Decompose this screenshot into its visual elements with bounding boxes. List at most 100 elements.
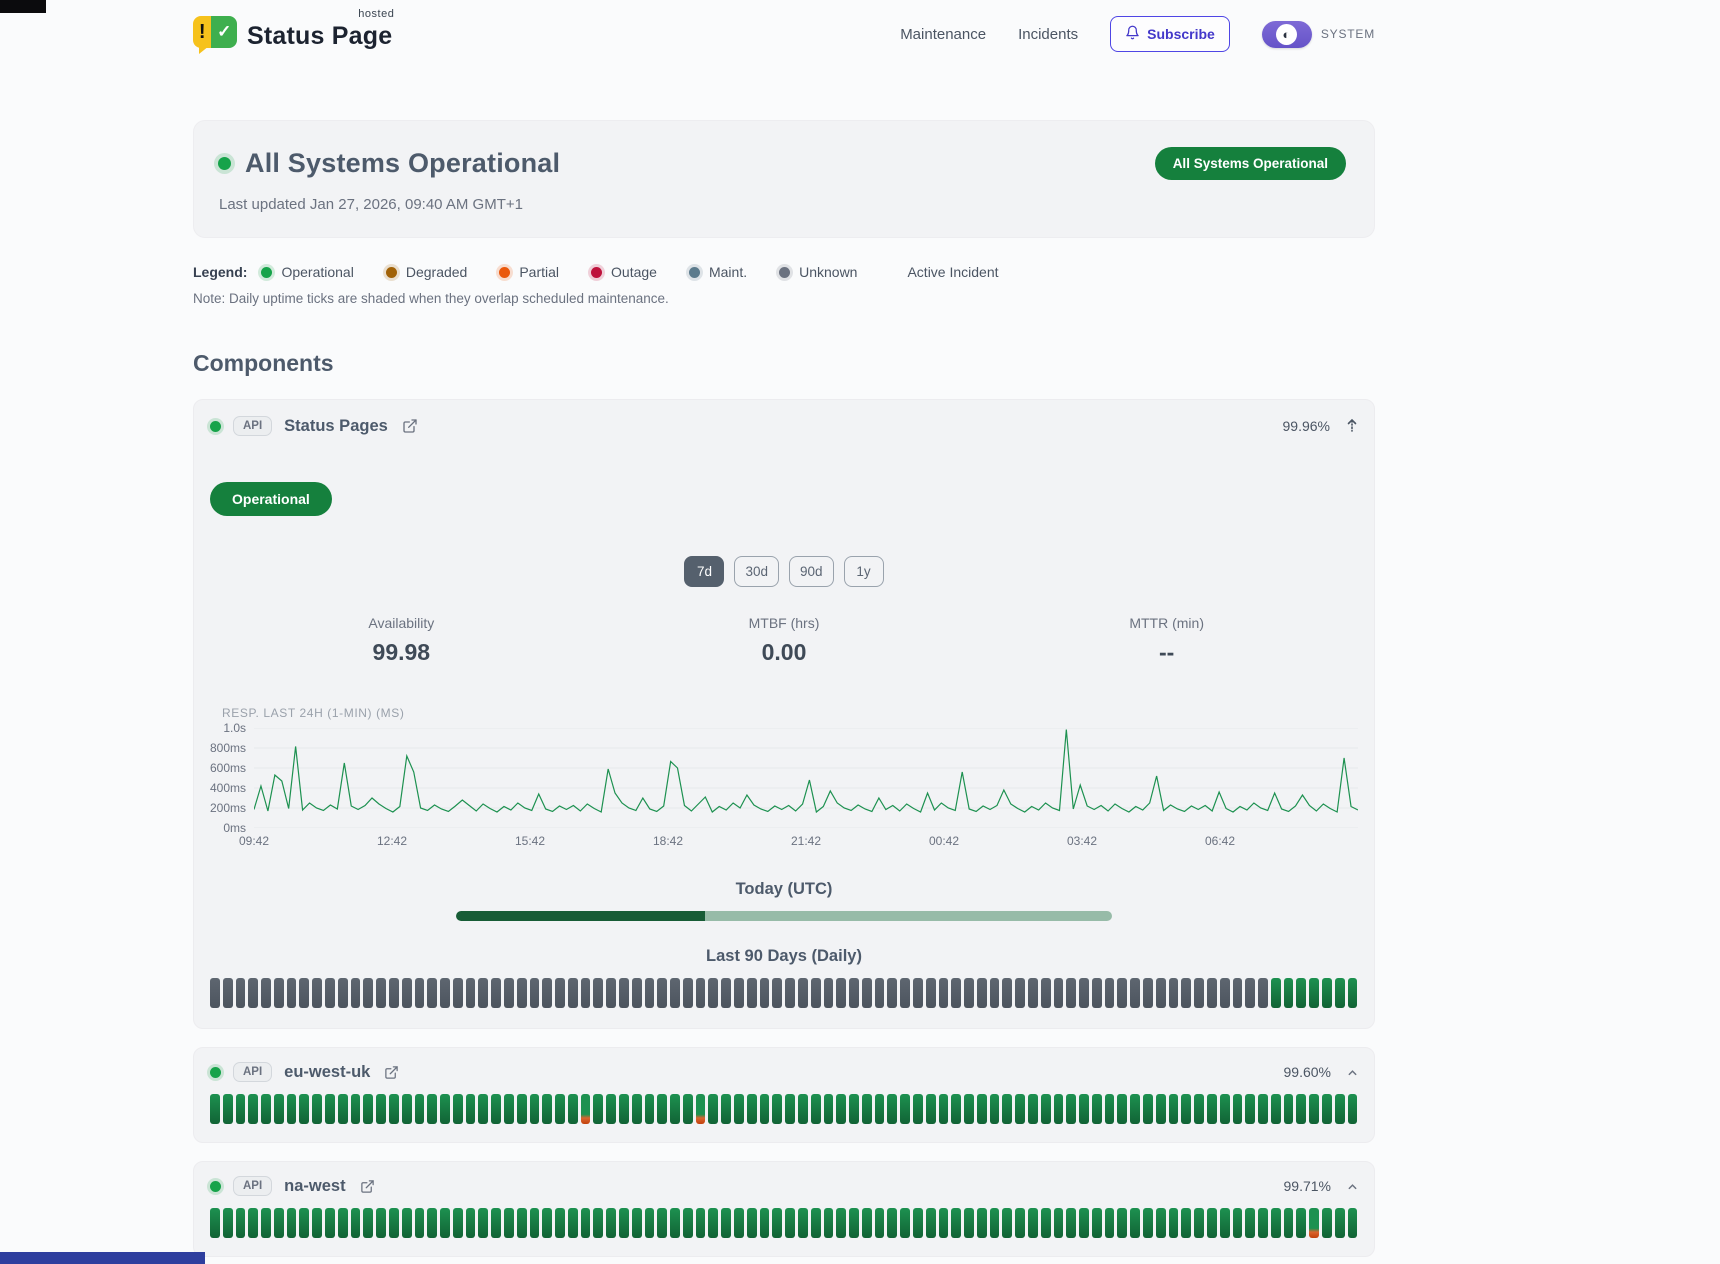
uptime-tick-operational <box>1002 1208 1013 1238</box>
uptime-tick-operational <box>1219 1094 1230 1124</box>
uptime-tick-unknown <box>951 978 962 1008</box>
component-card-eu-west-uk: API eu-west-uk 99.60% <box>193 1047 1375 1143</box>
collapse-icon[interactable] <box>1346 418 1358 434</box>
x-tick-label: 15:42 <box>514 834 546 848</box>
uptime-tick-unknown <box>299 978 310 1008</box>
range-button-30d[interactable]: 30d <box>734 556 779 587</box>
uptime-tick-operational <box>516 1208 527 1238</box>
uptime-tick-unknown <box>861 978 872 1008</box>
component-header-eu-west-uk[interactable]: API eu-west-uk 99.60% <box>210 1062 1358 1082</box>
overall-status-dot <box>218 157 231 170</box>
uptime-tick-operational <box>861 1208 872 1238</box>
uptime-tick-unknown <box>1015 978 1025 1008</box>
uptime-tick-unknown <box>542 978 553 1008</box>
uptime-tick-operational <box>465 1208 476 1238</box>
uptime-tick-operational <box>1219 1208 1230 1238</box>
uptime-tick-operational <box>1079 1094 1089 1124</box>
uptime-tick-operational <box>261 1208 271 1238</box>
theme-toggle[interactable]: ◐ <box>1261 20 1312 48</box>
uptime-tick-operational <box>427 1208 438 1238</box>
main-nav: Maintenance Incidents Subscribe ◐ SYSTEM <box>900 16 1375 52</box>
expand-icon[interactable] <box>1347 1067 1358 1078</box>
stat-value: 99.98 <box>372 639 431 665</box>
expand-icon[interactable] <box>1347 1181 1358 1192</box>
uptime-tick-operational <box>1028 1208 1038 1238</box>
uptime-tick-operational <box>337 1208 348 1238</box>
uptime-tick-unknown <box>465 978 476 1008</box>
uptime-tick-operational <box>555 1208 565 1238</box>
uptime-tick-operational <box>874 1094 885 1124</box>
uptime-tick-operational <box>452 1208 463 1238</box>
uptime-tick-unknown <box>440 978 450 1008</box>
nav-maintenance[interactable]: Maintenance <box>900 25 987 43</box>
uptime-tick-operational <box>222 1094 233 1124</box>
uptime-tick-operational <box>325 1208 335 1238</box>
uptime-tick-operational <box>529 1208 540 1238</box>
nav-incidents[interactable]: Incidents <box>1018 25 1079 43</box>
uptime-tick-unknown <box>644 978 655 1008</box>
external-link-icon[interactable] <box>384 1065 399 1080</box>
uptime-tick-unknown <box>1245 978 1256 1008</box>
uptime-tick-operational <box>299 1208 310 1238</box>
uptime-tick-unknown <box>529 978 540 1008</box>
uptime-tick-operational <box>1104 1094 1115 1124</box>
uptime-tick-operational <box>1258 1094 1268 1124</box>
uptime-tick-unknown <box>503 978 514 1008</box>
uptime-tick-operational <box>1296 1208 1307 1238</box>
uptime-tick-unknown <box>1143 978 1153 1008</box>
uptime-tick-operational <box>695 1208 706 1238</box>
uptime-tick-operational <box>299 1094 310 1124</box>
range-button-7d[interactable]: 7d <box>684 556 725 587</box>
uptime-tick-operational <box>721 1094 732 1124</box>
external-link-icon[interactable] <box>360 1179 375 1194</box>
uptime-tick-operational <box>1168 1094 1179 1124</box>
legend-note: Note: Daily uptime ticks are shaded when… <box>193 291 669 306</box>
range-selector: 7d 30d 90d 1y <box>210 556 1358 587</box>
uptime-tick-unknown <box>938 978 949 1008</box>
uptime-tick-unknown <box>401 978 412 1008</box>
uptime-tick-operational <box>388 1208 399 1238</box>
uptime-tick-operational <box>1321 1208 1332 1238</box>
uptime-tick-operational <box>1347 978 1358 1008</box>
uptime-tick-operational <box>1181 1208 1192 1238</box>
uptime-tick-unknown <box>363 978 374 1008</box>
uptime-tick-operational <box>606 1094 616 1124</box>
range-button-90d[interactable]: 90d <box>789 556 834 587</box>
component-name: eu-west-uk <box>284 1062 371 1081</box>
uptime-tick-unknown <box>1181 978 1192 1008</box>
component-status-dot <box>210 1180 221 1192</box>
x-tick-label: 09:42 <box>238 834 270 848</box>
uptime-tick-operational <box>1040 1094 1051 1124</box>
legend: Legend: Operational Degraded Partial Out… <box>193 264 1375 280</box>
subscribe-button[interactable]: Subscribe <box>1110 16 1230 52</box>
legend-label: Operational <box>281 264 354 280</box>
uptime-tick-unknown <box>925 978 936 1008</box>
uptime-tick-operational <box>989 1208 1000 1238</box>
component-status-badge: Operational <box>210 482 332 516</box>
uptime-tick-operational <box>657 1208 668 1238</box>
uptime-tick-operational <box>836 1208 847 1238</box>
uptime-tick-unknown <box>849 978 859 1008</box>
x-tick-label: 12:42 <box>376 834 408 848</box>
uptime-tick-partial <box>580 1094 591 1124</box>
uptime-tick-unknown <box>555 978 565 1008</box>
range-button-1y[interactable]: 1y <box>843 556 884 587</box>
chart-x-axis: 09:42 12:42 15:42 18:42 21:42 00:42 03:42 06:42 <box>239 834 1358 854</box>
uptime-tick-unknown <box>1117 978 1128 1008</box>
uptime-tick-operational <box>350 1208 361 1238</box>
external-link-icon[interactable] <box>402 418 418 434</box>
uptime-tick-unknown <box>887 978 898 1008</box>
component-header-na-west[interactable]: API na-west 99.71% <box>210 1176 1358 1196</box>
uptime-tick-operational <box>1143 1208 1153 1238</box>
component-header-status-pages[interactable]: API Status Pages 99.96% <box>210 416 1358 436</box>
legend-item-maint: Maint. <box>688 264 747 280</box>
uptime-tick-unknown <box>1206 978 1217 1008</box>
uptime-tick-operational <box>619 1208 629 1238</box>
x-tick-label: 21:42 <box>790 834 822 848</box>
uptime-tick-operational <box>210 1094 220 1124</box>
uptime-tick-operational <box>912 1094 923 1124</box>
uptime-tick-unknown <box>900 978 910 1008</box>
uptime-tick-operational <box>925 1094 936 1124</box>
uptime-tick-operational <box>248 1208 259 1238</box>
uptime-tick-operational <box>376 1208 386 1238</box>
